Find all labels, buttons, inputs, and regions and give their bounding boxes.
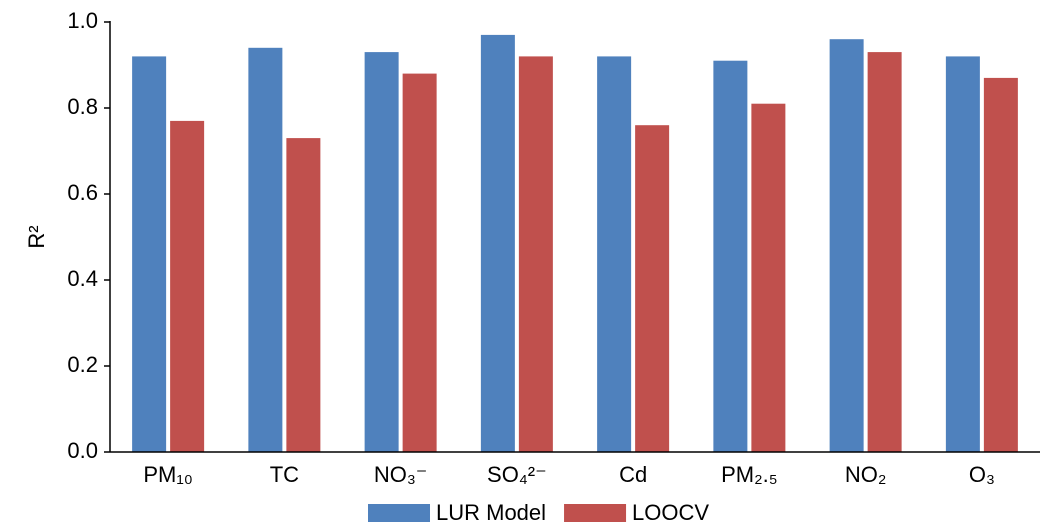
bar (402, 73, 437, 452)
x-tick-label: PM₂.₅ (721, 462, 778, 487)
bar (132, 56, 167, 453)
legend-swatch (564, 504, 627, 522)
y-tick-label: 0.0 (67, 438, 98, 463)
y-tick-label: 0.8 (67, 94, 98, 119)
bar (983, 77, 1018, 453)
x-tick-label: O₃ (969, 462, 995, 487)
bar (867, 52, 902, 452)
x-tick-label: TC (270, 462, 299, 487)
bar (364, 52, 399, 452)
legend-swatch (368, 504, 430, 522)
bar (518, 56, 553, 453)
legend-label: LOOCV (632, 500, 709, 525)
x-tick-label: NO₂ (845, 462, 887, 487)
bar (829, 39, 864, 452)
bar (597, 56, 632, 453)
y-tick-label: 0.6 (67, 180, 98, 205)
bar (635, 125, 670, 452)
bar (713, 60, 748, 452)
y-tick-label: 0.2 (67, 352, 98, 377)
bar (248, 47, 283, 453)
legend-label: LUR Model (436, 500, 546, 525)
bar (480, 34, 515, 453)
y-tick-label: 1.0 (67, 8, 98, 33)
bar (751, 103, 786, 452)
y-axis-label: R² (24, 225, 49, 248)
x-tick-label: SO₄²⁻ (487, 462, 547, 487)
x-tick-label: PM₁₀ (143, 462, 193, 487)
x-tick-label: Cd (619, 462, 647, 487)
y-tick-label: 0.4 (67, 266, 98, 291)
bar (945, 56, 980, 453)
bar (170, 120, 205, 453)
bar (286, 138, 321, 452)
x-tick-label: NO₃⁻ (374, 462, 428, 487)
